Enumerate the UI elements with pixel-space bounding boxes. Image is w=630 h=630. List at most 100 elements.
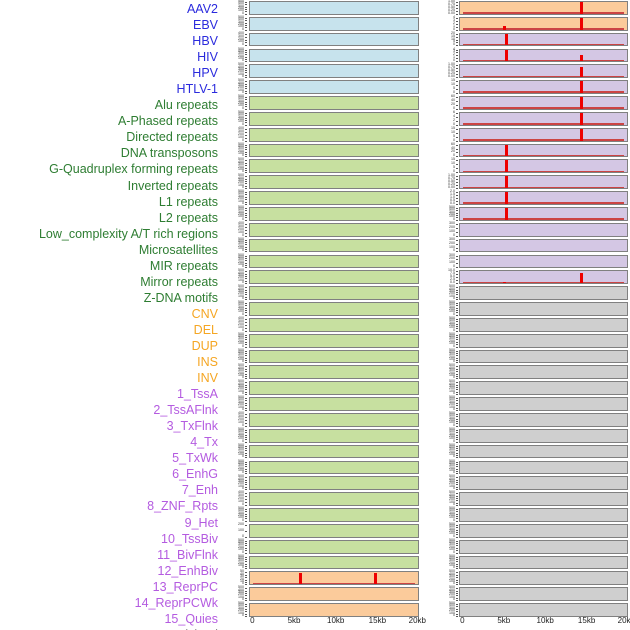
- track-row[interactable]: [249, 159, 419, 174]
- track-row[interactable]: [249, 96, 419, 110]
- track-row[interactable]: [249, 381, 419, 396]
- y-tick-mark: [456, 597, 458, 599]
- left-panel-yaxis: 0 100 200 300 400 500 0 100 200 300 400 500 0 100 200 3…: [226, 0, 248, 618]
- y-tick-mark: [456, 371, 458, 373]
- track-row[interactable]: [459, 476, 628, 491]
- y-tick-label: 100: [449, 293, 455, 298]
- track-row[interactable]: [459, 365, 628, 380]
- track-row[interactable]: [459, 317, 628, 332]
- track-row[interactable]: [249, 222, 419, 237]
- track-row[interactable]: [249, 460, 419, 475]
- track-row[interactable]: [249, 48, 419, 63]
- track-row[interactable]: [249, 508, 419, 522]
- y-tick-label: 200: [449, 560, 455, 565]
- y-tick-label: 20: [451, 102, 455, 107]
- y-tick-mark: [456, 543, 458, 545]
- track-row[interactable]: [459, 238, 628, 253]
- track-row[interactable]: [249, 349, 419, 364]
- track-row[interactable]: [249, 1, 419, 15]
- track-row[interactable]: [249, 428, 419, 443]
- track-row[interactable]: [249, 175, 419, 190]
- track-row[interactable]: [459, 555, 628, 570]
- track-row[interactable]: [249, 603, 419, 617]
- track-row[interactable]: [249, 587, 419, 602]
- y-tick-label: 500: [238, 236, 244, 241]
- track-row[interactable]: [459, 523, 628, 538]
- track-baseline: [463, 43, 624, 46]
- track-row[interactable]: [249, 270, 419, 285]
- track-row[interactable]: [459, 286, 628, 300]
- y-tick-label: 300: [449, 368, 455, 373]
- track-row[interactable]: [459, 64, 628, 79]
- y-tick-label: 0: [242, 518, 244, 522]
- track-row[interactable]: [459, 539, 628, 554]
- track-row[interactable]: [459, 428, 628, 443]
- track-baseline: [463, 123, 624, 125]
- track-row[interactable]: [459, 587, 628, 602]
- track-row[interactable]: [459, 32, 628, 47]
- track-row[interactable]: [249, 111, 419, 126]
- track-row[interactable]: [459, 16, 628, 31]
- track-row[interactable]: [249, 539, 419, 554]
- track-row[interactable]: [459, 349, 628, 364]
- track-row[interactable]: [459, 270, 628, 285]
- track-row[interactable]: [459, 444, 628, 459]
- track-row[interactable]: [459, 1, 628, 15]
- track-row[interactable]: [249, 16, 419, 31]
- track-row[interactable]: [249, 397, 419, 411]
- y-tick-label: 0: [453, 42, 455, 47]
- track-row[interactable]: [459, 48, 628, 63]
- track-row[interactable]: [249, 143, 419, 158]
- track-row[interactable]: [459, 127, 628, 142]
- track-row[interactable]: [459, 175, 628, 190]
- y-tick-mark: [245, 389, 247, 391]
- track-row[interactable]: [459, 333, 628, 348]
- y-tick-mark: [456, 36, 458, 38]
- track-row[interactable]: [459, 111, 628, 126]
- y-tick-mark: [245, 74, 247, 76]
- track-row[interactable]: [249, 476, 419, 491]
- track-row[interactable]: [249, 444, 419, 459]
- y-tick-label: 100: [449, 547, 455, 552]
- track-row[interactable]: [459, 508, 628, 522]
- track-row[interactable]: [459, 571, 628, 586]
- track-row[interactable]: [249, 254, 419, 269]
- track-row[interactable]: [249, 238, 419, 253]
- track-row[interactable]: [459, 381, 628, 396]
- track-row[interactable]: [249, 80, 419, 94]
- track-row[interactable]: [249, 127, 419, 142]
- track-row[interactable]: [249, 555, 419, 570]
- track-row[interactable]: [459, 603, 628, 617]
- y-tick-label: 300: [449, 336, 455, 341]
- track-row[interactable]: [249, 333, 419, 348]
- track-row[interactable]: [249, 64, 419, 79]
- track-row[interactable]: [459, 207, 628, 221]
- track-row[interactable]: [459, 222, 628, 237]
- track-row[interactable]: [459, 460, 628, 475]
- y-tick-label: 5: [453, 39, 455, 44]
- track-row[interactable]: [249, 365, 419, 380]
- track-row[interactable]: [249, 571, 419, 586]
- track-row[interactable]: [459, 143, 628, 158]
- y-tick-label: 400: [238, 490, 244, 495]
- track-row[interactable]: [249, 286, 419, 300]
- track-row[interactable]: [249, 492, 419, 506]
- track-row[interactable]: [459, 254, 628, 269]
- track-row[interactable]: [459, 191, 628, 205]
- track-row[interactable]: [459, 492, 628, 506]
- track-row[interactable]: [249, 207, 419, 221]
- track-row[interactable]: [249, 302, 419, 316]
- track-label-hpv: HPV: [192, 66, 218, 81]
- track-row[interactable]: [249, 191, 419, 205]
- track-row[interactable]: [459, 96, 628, 110]
- track-row[interactable]: [249, 32, 419, 47]
- track-row[interactable]: [459, 159, 628, 174]
- track-row[interactable]: [459, 80, 628, 94]
- track-row[interactable]: [249, 317, 419, 332]
- track-row[interactable]: [249, 413, 419, 427]
- y-axis-ticks: 0 100 200 300 400 500: [437, 396, 458, 411]
- track-row[interactable]: [249, 523, 419, 538]
- track-row[interactable]: [459, 397, 628, 411]
- track-row[interactable]: [459, 413, 628, 427]
- track-row[interactable]: [459, 302, 628, 316]
